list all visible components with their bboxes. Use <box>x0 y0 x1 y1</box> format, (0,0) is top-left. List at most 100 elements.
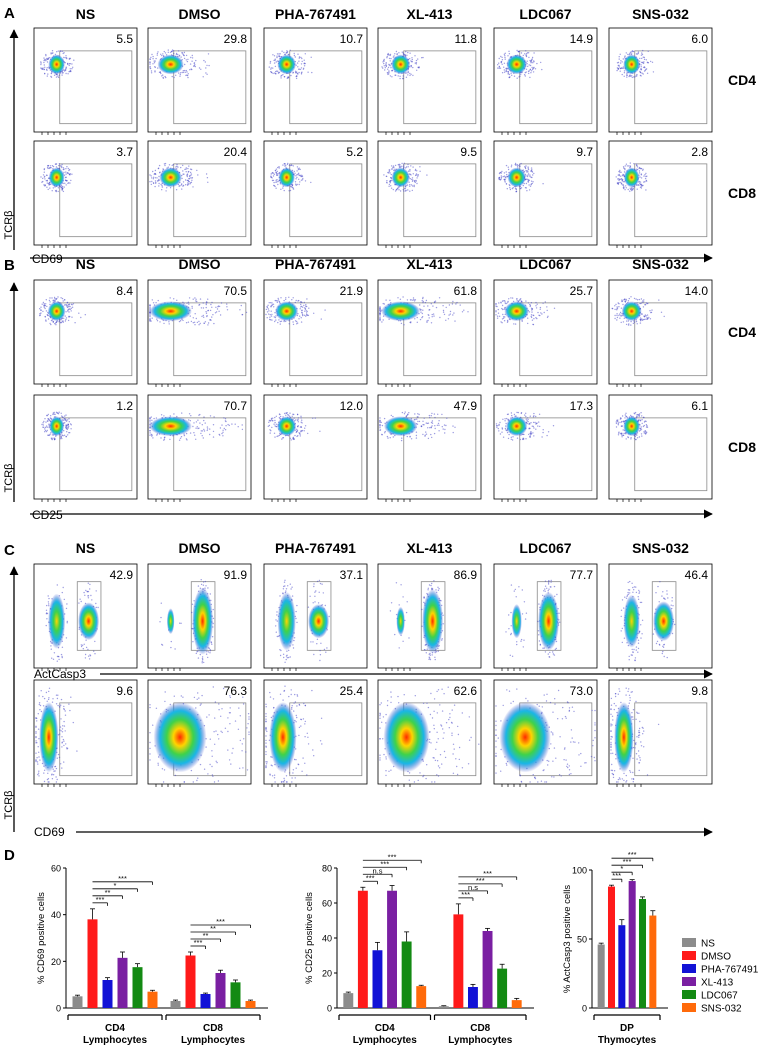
column-header: SNS-032 <box>632 6 689 22</box>
event-dot <box>535 415 537 418</box>
event-dot <box>406 184 409 186</box>
event-dot <box>410 60 412 62</box>
event-dot <box>624 56 626 58</box>
event-dot <box>398 165 400 167</box>
event-dot <box>297 53 299 55</box>
event-dot <box>152 58 154 60</box>
event-dot <box>544 588 546 590</box>
event-dot <box>304 308 307 310</box>
event-dot <box>611 307 613 310</box>
event-dot <box>186 302 188 304</box>
event-dot <box>219 314 222 316</box>
event-dot <box>511 297 514 299</box>
flow-plot: 9.5 <box>377 140 482 248</box>
event-dot <box>386 180 388 182</box>
event-dot <box>630 296 632 298</box>
event-dot <box>389 610 392 612</box>
event-dot <box>434 301 436 304</box>
event-dot <box>648 316 650 319</box>
event-dot <box>639 167 641 170</box>
flow-plot: 70.5 <box>147 279 252 387</box>
event-dot <box>68 311 70 313</box>
event-dot <box>40 312 42 314</box>
event-dot <box>183 54 185 57</box>
event-dot <box>267 304 269 306</box>
event-dot <box>536 62 538 65</box>
event-dot <box>431 654 433 656</box>
event-dot <box>505 171 507 173</box>
event-dot <box>64 320 67 322</box>
event-dot <box>508 184 510 186</box>
event-dot <box>424 649 426 651</box>
event-dot <box>152 55 154 58</box>
event-dot <box>401 165 403 167</box>
event-dot <box>554 595 556 597</box>
event-dot <box>62 52 64 55</box>
event-dot <box>282 437 285 439</box>
event-dot <box>624 165 626 167</box>
event-dot <box>535 301 537 304</box>
event-dot <box>526 420 528 422</box>
event-dot <box>293 170 295 173</box>
event-dot <box>182 71 185 74</box>
event-dot <box>625 185 627 187</box>
event-dot <box>429 309 431 311</box>
event-dot <box>304 425 307 427</box>
event-dot <box>176 165 178 167</box>
gate-box <box>173 302 247 377</box>
event-dot <box>646 314 649 316</box>
event-dot <box>422 296 424 299</box>
event-dot <box>415 63 417 65</box>
event-dot <box>192 298 194 300</box>
event-dot <box>52 412 54 414</box>
event-dot <box>185 167 187 169</box>
event-dot <box>645 172 647 175</box>
event-dot <box>194 324 196 326</box>
event-dot <box>149 317 151 319</box>
event-dot <box>187 73 189 75</box>
event-dot <box>188 177 190 180</box>
event-dot <box>277 297 279 300</box>
event-dot <box>505 631 507 633</box>
event-dot <box>626 74 628 77</box>
event-dot <box>186 184 189 186</box>
event-dot <box>50 319 53 322</box>
event-dot <box>56 297 58 300</box>
event-dot <box>200 432 202 435</box>
event-dot <box>274 419 276 422</box>
event-dot <box>280 77 282 79</box>
event-dot <box>276 55 278 57</box>
event-dot <box>547 590 549 592</box>
event-dot <box>449 313 451 315</box>
event-dot <box>627 324 630 326</box>
event-dot <box>390 67 392 69</box>
event-dot <box>532 71 535 73</box>
event-dot <box>299 174 301 176</box>
event-dot <box>54 438 56 440</box>
event-dot <box>544 301 546 303</box>
event-dot <box>452 431 454 434</box>
event-dot <box>164 52 167 54</box>
event-dot <box>434 416 436 419</box>
event-dot <box>506 188 508 190</box>
event-dot <box>504 302 507 305</box>
event-dot <box>395 582 398 584</box>
event-dot <box>188 413 191 415</box>
event-dot <box>398 647 400 649</box>
event-dot <box>534 68 537 70</box>
event-dot <box>524 187 527 189</box>
event-dot <box>410 73 412 76</box>
event-dot <box>461 311 464 313</box>
event-dot <box>303 301 305 304</box>
event-dot <box>68 173 71 176</box>
plot-frame <box>147 27 252 133</box>
event-dot <box>54 323 56 325</box>
event-dot <box>622 429 624 431</box>
event-dot <box>67 423 69 425</box>
event-dot <box>643 421 646 423</box>
plot-frame <box>377 394 482 500</box>
event-dot <box>185 69 187 72</box>
density-blob <box>275 301 299 322</box>
flow-plot: 25.7 <box>493 279 598 387</box>
event-dot <box>301 310 303 312</box>
